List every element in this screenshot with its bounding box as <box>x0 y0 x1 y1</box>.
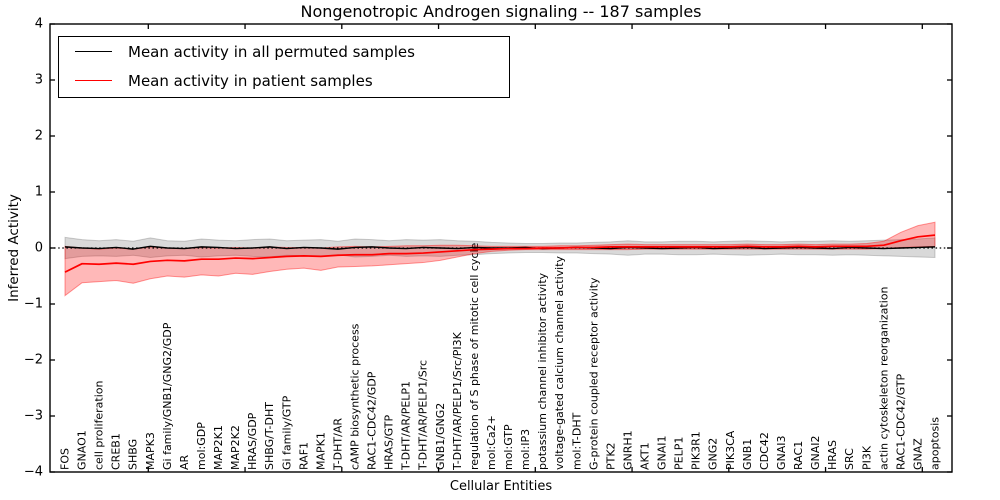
y-tick-label: 4 <box>35 17 43 32</box>
y-tick-label: 2 <box>35 129 43 144</box>
x-tick-label: FOS <box>59 448 72 470</box>
x-tick-label: RAC1-CDC42/GTP <box>894 373 907 470</box>
y-tick-label: −3 <box>24 409 43 424</box>
x-tick-label: mol:T-DHT <box>570 412 583 470</box>
x-tick-label: HRAS <box>826 440 839 470</box>
chart-title: Nongenotropic Androgen signaling -- 187 … <box>300 2 702 21</box>
x-tick-label: PELP1 <box>673 437 686 470</box>
x-tick-label: HRAS/GDP <box>246 412 259 470</box>
x-tick-label: PIK3R1 <box>690 431 703 470</box>
x-tick-label: mol:GTP <box>502 424 515 470</box>
x-tick-label: G-protein coupled receptor activity <box>587 277 600 470</box>
x-tick-label: T-DHT/AR <box>331 418 344 471</box>
x-tick-label: cAMP biosynthetic process <box>349 323 362 470</box>
x-tick-label: GNRH1 <box>621 430 634 470</box>
y-axis-label: Inferred Activity <box>6 194 22 302</box>
legend-row-patient: Mean activity in patient samples <box>59 66 509 95</box>
legend-line-sample-black <box>75 51 112 52</box>
y-tick-label: 0 <box>35 241 43 256</box>
legend: Mean activity in all permuted samples Me… <box>58 36 510 98</box>
x-tick-label: MAP2K2 <box>229 425 242 470</box>
x-tick-label: PTK2 <box>604 442 617 470</box>
x-tick-label: apoptosis <box>929 417 942 470</box>
x-tick-label: voltage-gated calcium channel activity <box>553 255 566 470</box>
axis-ticks <box>50 23 952 473</box>
x-tick-label: HRAS/GTP <box>383 414 396 470</box>
x-tick-label: actin cytoskeleton reorganization <box>877 286 890 470</box>
x-tick-label: PI3K <box>860 445 873 470</box>
x-tick-label: T-DHT/AR/PELP1 <box>400 381 413 471</box>
x-tick-label: CDC42 <box>758 432 771 470</box>
x-tick-label: MAP2K1 <box>212 425 225 470</box>
x-tick-label: mol:GDP <box>195 422 208 470</box>
x-tick-label: SRC <box>843 448 856 470</box>
x-tick-label: AR <box>178 454 191 470</box>
x-tick-label: potassium channel inhibitor activity <box>536 272 549 470</box>
x-tick-label: GNAI2 <box>809 435 822 470</box>
x-tick-label: GNAI1 <box>656 435 669 470</box>
x-tick-label: mol:Ca2+ <box>485 415 498 470</box>
x-tick-label: CREB1 <box>110 433 123 470</box>
x-tick-label: Gi family/GTP <box>280 395 293 470</box>
x-tick-label: T-DHT/AR/PELP1/Src <box>417 360 430 471</box>
legend-row-permuted: Mean activity in all permuted samples <box>59 37 509 66</box>
x-tick-label: regulation of S phase of mitotic cell cy… <box>468 242 481 470</box>
x-tick-label: RAC1-CDC42/GDP <box>366 371 379 470</box>
y-tick-labels: −4 −3 −2 −1 0 1 2 3 4 <box>24 17 43 480</box>
y-tick-label: 1 <box>35 185 43 200</box>
x-axis-label: Cellular Entities <box>449 479 553 494</box>
legend-line-sample-red <box>75 80 112 81</box>
x-tick-label: GNAZ <box>911 438 924 470</box>
x-tick-label: T-DHT/AR/PELP1/Src/PI3K <box>451 331 464 471</box>
x-tick-label: RAF1 <box>297 442 310 470</box>
x-tick-label: cell proliferation <box>93 380 106 470</box>
x-tick-label: MAPK3 <box>144 432 157 470</box>
x-tick-label: PIK3CA <box>724 430 737 470</box>
x-tick-label: GNG2 <box>707 438 720 470</box>
x-tick-label: GNB1 <box>741 439 754 470</box>
x-tick-label: RAC1 <box>792 441 805 470</box>
x-tick-label: GNAI3 <box>775 435 788 470</box>
y-tick-label: −2 <box>24 353 43 368</box>
x-tick-label: MAPK1 <box>314 432 327 470</box>
x-tick-label: mol:IP3 <box>519 429 532 470</box>
y-tick-label: −4 <box>24 465 43 480</box>
patient-band <box>64 221 936 297</box>
y-tick-label: −1 <box>24 297 43 312</box>
legend-label-patient: Mean activity in patient samples <box>128 71 373 90</box>
x-category-labels: FOS GNAO1 cell proliferation CREB1 SHBG MAPK3… <box>59 242 942 471</box>
patient-mean-line <box>64 234 936 273</box>
y-tick-label: 3 <box>35 73 43 88</box>
legend-label-permuted: Mean activity in all permuted samples <box>128 42 415 61</box>
x-tick-label: SHBG <box>127 439 140 470</box>
x-tick-label: AKT1 <box>639 442 652 470</box>
x-tick-label: GNB1/GNG2 <box>434 403 447 470</box>
x-tick-label: Gi family/GNB1/GNG2/GDP <box>161 322 174 470</box>
x-tick-label: GNAO1 <box>76 430 89 470</box>
x-tick-label: SHBG/T-DHT <box>263 402 276 470</box>
